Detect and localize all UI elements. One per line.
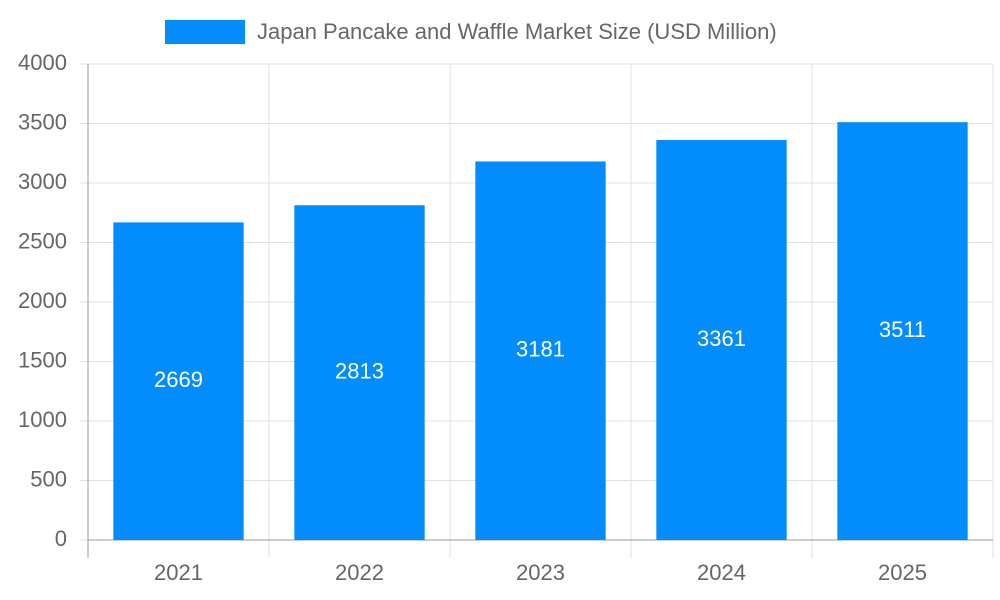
y-tick-label: 2500 (18, 228, 67, 253)
bar (113, 222, 244, 540)
x-tick-label: 2021 (154, 560, 203, 585)
y-tick-label: 4000 (18, 50, 67, 75)
x-tick-label: 2025 (878, 560, 927, 585)
y-tick-label: 3500 (18, 109, 67, 134)
bar (837, 122, 968, 540)
bar (475, 161, 606, 540)
y-tick-label: 1500 (18, 347, 67, 372)
y-tick-label: 1000 (18, 407, 67, 432)
data-label: 3511 (879, 317, 926, 342)
legend-label: Japan Pancake and Waffle Market Size (US… (257, 19, 777, 44)
bar (294, 205, 425, 541)
y-tick-label: 500 (30, 466, 67, 491)
data-label: 2669 (154, 367, 203, 392)
y-tick-label: 3000 (18, 169, 67, 194)
x-tick-label: 2024 (697, 560, 746, 585)
y-tick-label: 0 (55, 526, 67, 551)
x-tick-label: 2023 (516, 560, 565, 585)
x-tick-label: 2022 (335, 560, 384, 585)
legend-swatch (165, 20, 245, 44)
y-tick-label: 2000 (18, 288, 67, 313)
bar (656, 140, 787, 540)
data-label: 3181 (516, 337, 565, 362)
data-label: 2813 (335, 358, 384, 383)
data-label: 3361 (697, 326, 746, 351)
